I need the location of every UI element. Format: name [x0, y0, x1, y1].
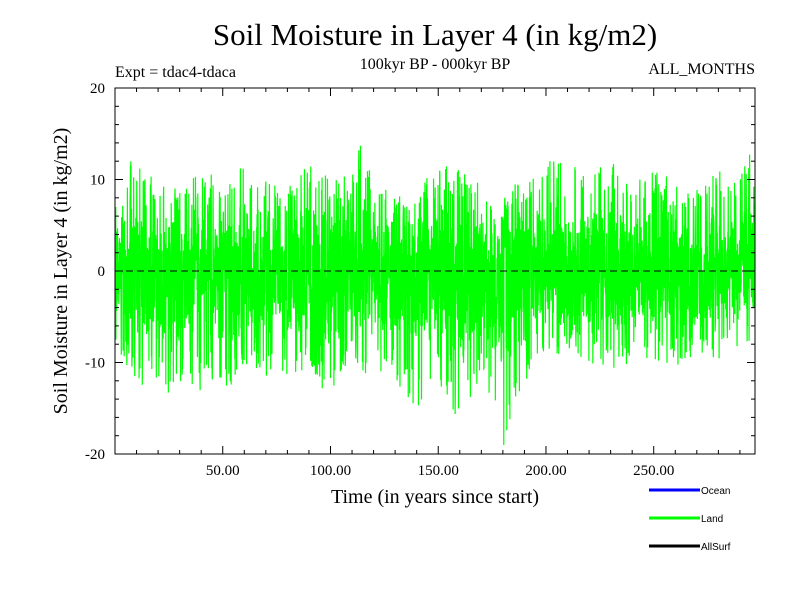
x-tick-label: 100.00 — [310, 463, 351, 479]
axis-ticks: 50.00 100.00 150.00 200.00 250.00 -20 -10 0 10 20 — [85, 81, 755, 479]
legend-label-land: Land — [701, 514, 723, 525]
y-tick-label: -20 — [85, 447, 105, 463]
period-label: 100kyr BP - 000kyr BP — [360, 56, 511, 73]
x-tick-label: 50.00 — [206, 463, 240, 479]
y-axis-label: Soil Moisture in Layer 4 (in kg/m2) — [50, 128, 72, 415]
experiment-label: Expt = tdac4-tdaca — [115, 64, 236, 81]
series-line-land — [115, 145, 755, 446]
x-tick-label: 250.00 — [633, 463, 674, 479]
plot-area — [115, 145, 755, 446]
y-tick-label: -10 — [85, 356, 105, 372]
y-tick-label: 20 — [90, 81, 105, 97]
x-tick-label: 150.00 — [418, 463, 459, 479]
legend: Ocean Land AllSurf — [649, 486, 731, 553]
y-tick-label: 0 — [98, 264, 106, 280]
y-tick-label: 10 — [90, 173, 105, 189]
months-label: ALL_MONTHS — [648, 61, 755, 78]
x-axis-label: Time (in years since start) — [331, 486, 539, 508]
legend-label-allsurf: AllSurf — [701, 542, 731, 553]
x-tick-label: 200.00 — [525, 463, 566, 479]
legend-label-ocean: Ocean — [701, 486, 730, 497]
chart-title: Soil Moisture in Layer 4 (in kg/m2) — [213, 17, 657, 52]
